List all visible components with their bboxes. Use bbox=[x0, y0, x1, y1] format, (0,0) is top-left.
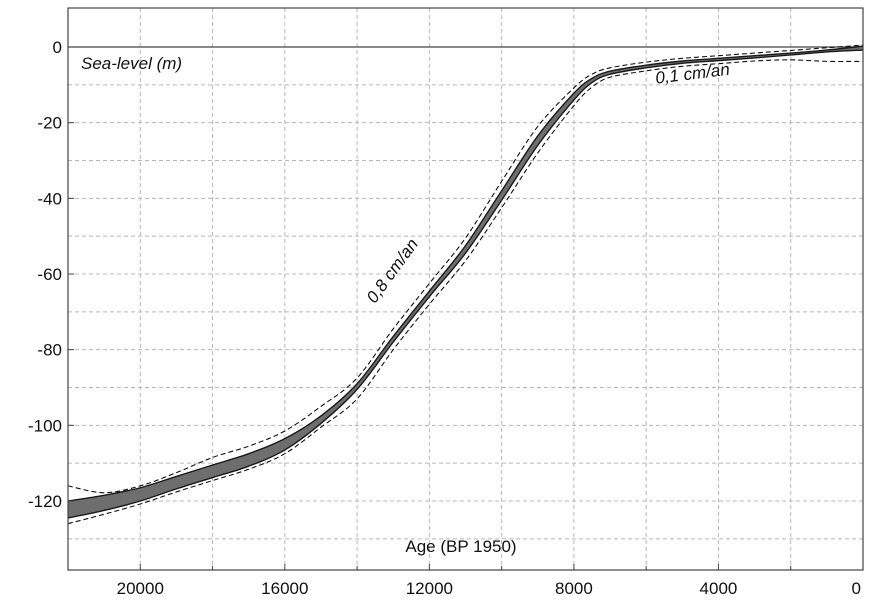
y-axis-label: Sea-level (m) bbox=[81, 54, 182, 73]
uncertainty-envelope bbox=[67, 44, 864, 525]
rate-annotations: 0,8 cm/an0,1 cm/an bbox=[363, 60, 731, 307]
band-lower-edge bbox=[67, 49, 864, 519]
axis-ticks: 0 -20 -40 -60 -80 -100 -120 20000 16000 12000 8000… bbox=[28, 38, 864, 598]
y-tick-label: -100 bbox=[28, 416, 62, 435]
envelope-upper-line bbox=[67, 44, 864, 494]
x-axis-label: Age (BP 1950) bbox=[405, 537, 516, 556]
y-tick-label: -40 bbox=[37, 189, 62, 208]
y-tick-label: -120 bbox=[28, 492, 62, 511]
envelope-lower-line bbox=[67, 59, 864, 525]
x-tick-label: 20000 bbox=[117, 579, 164, 598]
x-tick-label: 12000 bbox=[406, 579, 453, 598]
band-upper-edge bbox=[67, 45, 864, 502]
x-tick-label: 0 bbox=[852, 579, 861, 598]
x-tick-label: 8000 bbox=[555, 579, 593, 598]
x-tick-label: 16000 bbox=[261, 579, 308, 598]
y-tick-label: -60 bbox=[37, 265, 62, 284]
x-tick-label: 4000 bbox=[700, 579, 738, 598]
grid-lines bbox=[68, 8, 863, 570]
rate-annotation: 0,8 cm/an bbox=[363, 235, 422, 307]
band-fill bbox=[68, 46, 863, 519]
y-tick-label: -20 bbox=[37, 114, 62, 133]
sea-level-band bbox=[67, 45, 864, 519]
plot-frame bbox=[67, 7, 864, 571]
y-tick-label: 0 bbox=[53, 38, 62, 57]
y-tick-label: -80 bbox=[37, 341, 62, 360]
